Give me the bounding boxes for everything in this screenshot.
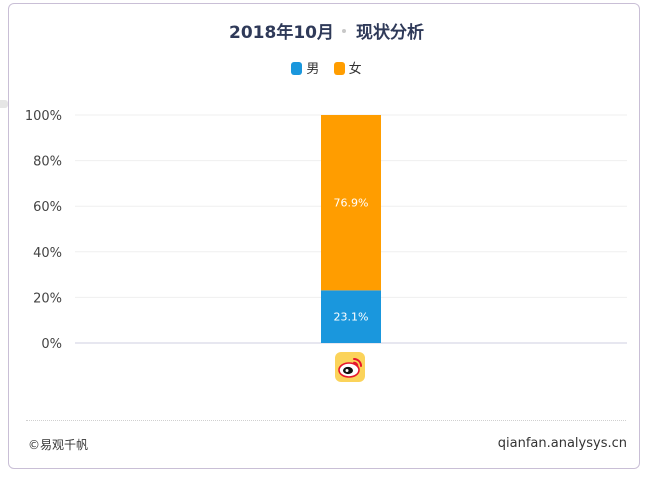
chart-title: 2018年10月 现状分析 [0, 18, 653, 43]
legend-item-male[interactable]: 男 [291, 58, 319, 77]
footer-copyright: ©易观千帆 [28, 438, 89, 452]
y-tick-label-1: 20% [33, 291, 62, 306]
legend-swatch-female [333, 62, 345, 75]
y-tick-label-5: 100% [25, 109, 62, 124]
footer-site: qianfan.analysys.cn [497, 436, 627, 451]
weibo-logo-icon [335, 352, 365, 382]
chart-legend: 男 女 [0, 58, 653, 77]
title-separator-dot [341, 29, 346, 33]
y-tick-label-3: 60% [33, 200, 62, 215]
y-tick-label-4: 80% [33, 155, 62, 170]
data-label-male: 23.1% [334, 311, 369, 324]
legend-label-male: 男 [306, 62, 320, 77]
legend-swatch-male [291, 62, 303, 75]
data-label-female: 76.9% [334, 197, 369, 210]
y-tick-label-0: 0% [41, 337, 62, 352]
y-tick-label-2: 40% [33, 246, 62, 261]
footer-divider [26, 420, 626, 421]
side-tab-ghost [0, 100, 8, 108]
title-date: 2018年10月 [229, 23, 334, 43]
title-topic: 现状分析 [355, 23, 424, 43]
legend-item-female[interactable]: 女 [333, 58, 362, 77]
legend-label-female: 女 [348, 62, 362, 77]
bar-segment-female [321, 115, 381, 291]
bar-segment-male [321, 290, 381, 343]
